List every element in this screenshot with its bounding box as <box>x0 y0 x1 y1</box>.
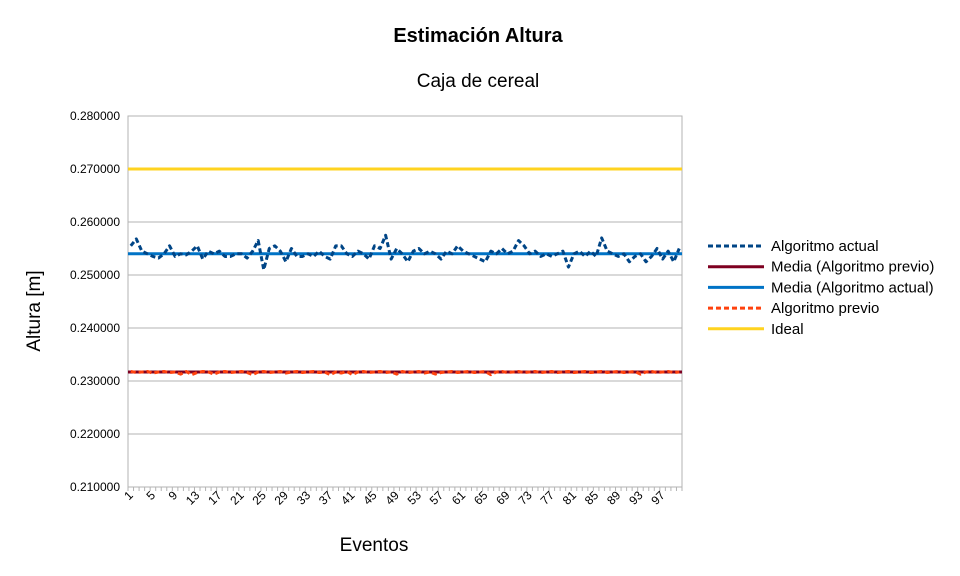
chart-title: Estimación Altura <box>393 25 563 47</box>
legend-label: Media (Algoritmo previo) <box>771 259 934 276</box>
y-tick-label: 0.270000 <box>70 162 120 176</box>
legend: Algoritmo actual Media (Algoritmo previo)… <box>708 238 934 338</box>
chart-subtitle: Caja de cereal <box>417 71 540 92</box>
legend-label: Ideal <box>771 321 804 338</box>
legend-label: Media (Algoritmo actual) <box>771 279 934 296</box>
legend-label: Algoritmo previo <box>771 300 879 317</box>
y-axis-title: Altura [m] <box>24 270 45 351</box>
series-line-algoritmo-previo <box>130 369 680 377</box>
y-tick-label: 0.250000 <box>70 268 120 282</box>
y-tick-label: 0.210000 <box>70 480 120 494</box>
series-line-algoritmo-actual <box>129 233 681 272</box>
plot-frame <box>127 115 683 488</box>
y-tick-label: 0.260000 <box>70 215 120 229</box>
y-tick-label: 0.230000 <box>70 374 120 388</box>
y-tick-label: 0.240000 <box>70 321 120 335</box>
plot-area: 0.280000 0.270000 0.260000 0.250000 0.240000… <box>70 109 683 508</box>
y-tick-label: 0.220000 <box>70 427 120 441</box>
legend-label: Algoritmo actual <box>771 238 879 255</box>
y-tick-label: 0.280000 <box>70 109 120 123</box>
x-axis-title: Eventos <box>340 535 409 556</box>
